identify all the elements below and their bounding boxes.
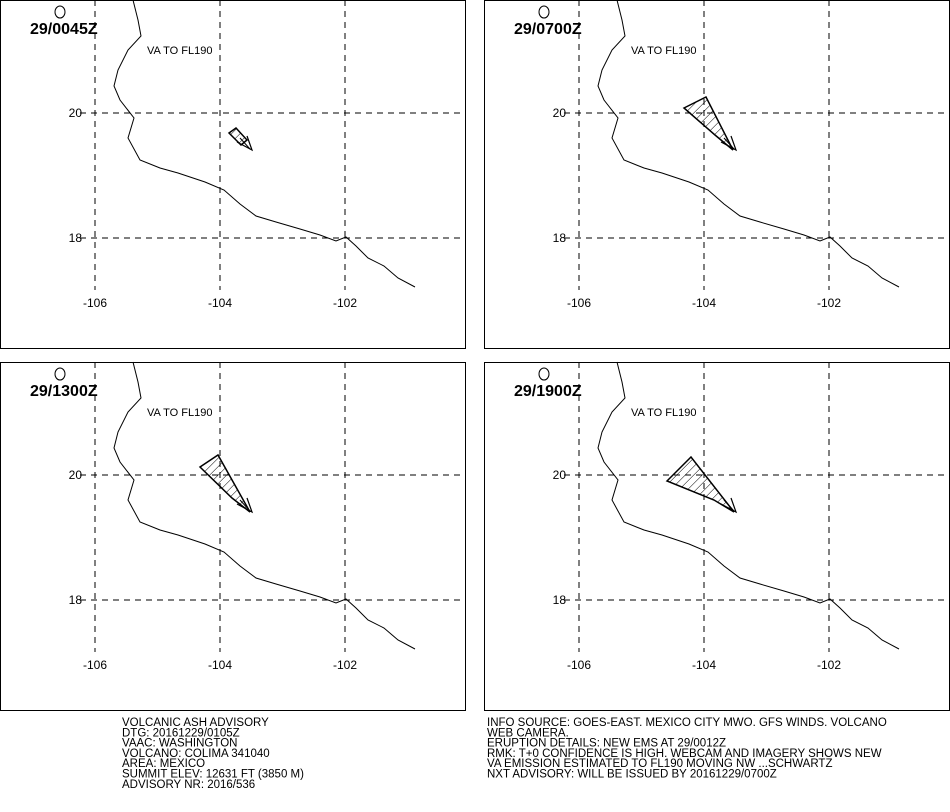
lat-label: 20 <box>553 106 567 120</box>
map-panel: 29/1300Z VA TO FL190 -106 -104 -102 20 18 <box>0 361 466 711</box>
info-line: VA EMISSION ESTIMATED TO FL190 MOVING NW… <box>487 758 832 770</box>
flight-level: VA TO FL190 <box>147 407 212 419</box>
island <box>538 367 550 381</box>
lon-label: -104 <box>208 658 232 672</box>
coastline <box>113 0 416 288</box>
lat-label: 18 <box>69 231 83 245</box>
ash-area <box>198 453 251 513</box>
movement-shaft <box>239 499 251 512</box>
info-line: VOLCANIC ASH ADVISORY <box>122 717 269 729</box>
ash-area <box>682 95 734 151</box>
lon-label: -104 <box>208 296 232 310</box>
lon-label: -106 <box>567 658 591 672</box>
lon-label: -104 <box>692 296 716 310</box>
island <box>54 5 66 19</box>
flight-level: VA TO FL190 <box>631 407 696 419</box>
valid-time: 29/0045Z <box>30 21 98 38</box>
lon-label: -106 <box>567 296 591 310</box>
info-line: ADVISORY NR: 2016/536 <box>122 779 255 791</box>
info-line: VAAC: WASHINGTON <box>122 738 237 750</box>
lat-label: 20 <box>69 468 83 482</box>
movement-shaft <box>239 137 251 150</box>
info-line: NXT ADVISORY: WILL BE ISSUED BY 20161229… <box>487 769 777 781</box>
info-line: INFO SOURCE: GOES-EAST. MEXICO CITY MWO.… <box>487 717 887 729</box>
valid-time: 29/0700Z <box>514 21 582 38</box>
map-panel: 29/0045Z VA TO FL190 -106 -104 -102 20 18 <box>0 0 466 349</box>
lat-label: 18 <box>553 231 567 245</box>
lon-label: -106 <box>83 296 107 310</box>
lon-label: -106 <box>83 658 107 672</box>
lon-label: -102 <box>333 296 357 310</box>
info-line: RMK: T+0 CONFIDENCE IS HIGH. WEBCAM AND … <box>487 748 882 760</box>
lat-label: 20 <box>553 468 567 482</box>
coastline <box>597 0 900 288</box>
lat-label: 18 <box>69 593 83 607</box>
map-panel: 29/0700Z VA TO FL190 -106 -104 -102 20 18 <box>484 0 950 349</box>
flight-level: VA TO FL190 <box>147 45 212 57</box>
panel-frame <box>0 362 466 711</box>
movement-arrow <box>720 135 738 152</box>
panel-frame <box>484 362 950 711</box>
coastline <box>113 361 416 650</box>
panel-frame <box>484 0 950 349</box>
valid-time: 29/1300Z <box>30 383 98 400</box>
movement-shaft <box>723 499 735 512</box>
lon-label: -102 <box>817 658 841 672</box>
panel-frame <box>0 0 466 349</box>
info-line: AREA: MEXICO <box>122 758 205 770</box>
map-panel: 29/1900Z VA TO FL190 -106 -104 -102 20 18 <box>484 361 950 711</box>
movement-shaft <box>723 137 735 150</box>
flight-level: VA TO FL190 <box>631 45 696 57</box>
info-line: ERUPTION DETAILS: NEW EMS AT 29/0012Z <box>487 738 726 750</box>
island <box>54 367 66 381</box>
valid-time: 29/1900Z <box>514 383 582 400</box>
info-line: SUMMIT ELEV: 12631 FT (3850 M) <box>122 769 304 781</box>
lon-label: -102 <box>333 658 357 672</box>
info-line: WEB CAMERA. <box>487 727 569 739</box>
movement-arrow <box>236 497 254 514</box>
info-line: VOLCANO: COLIMA 341040 <box>122 748 270 760</box>
lat-label: 18 <box>553 593 567 607</box>
ash-area <box>665 455 735 513</box>
coastline <box>597 361 900 650</box>
movement-arrow <box>236 135 254 152</box>
lat-label: 20 <box>69 106 83 120</box>
lon-label: -104 <box>692 658 716 672</box>
island <box>538 5 550 19</box>
lon-label: -102 <box>817 296 841 310</box>
movement-arrow <box>720 497 738 514</box>
info-line: DTG: 20161229/0105Z <box>122 727 240 739</box>
